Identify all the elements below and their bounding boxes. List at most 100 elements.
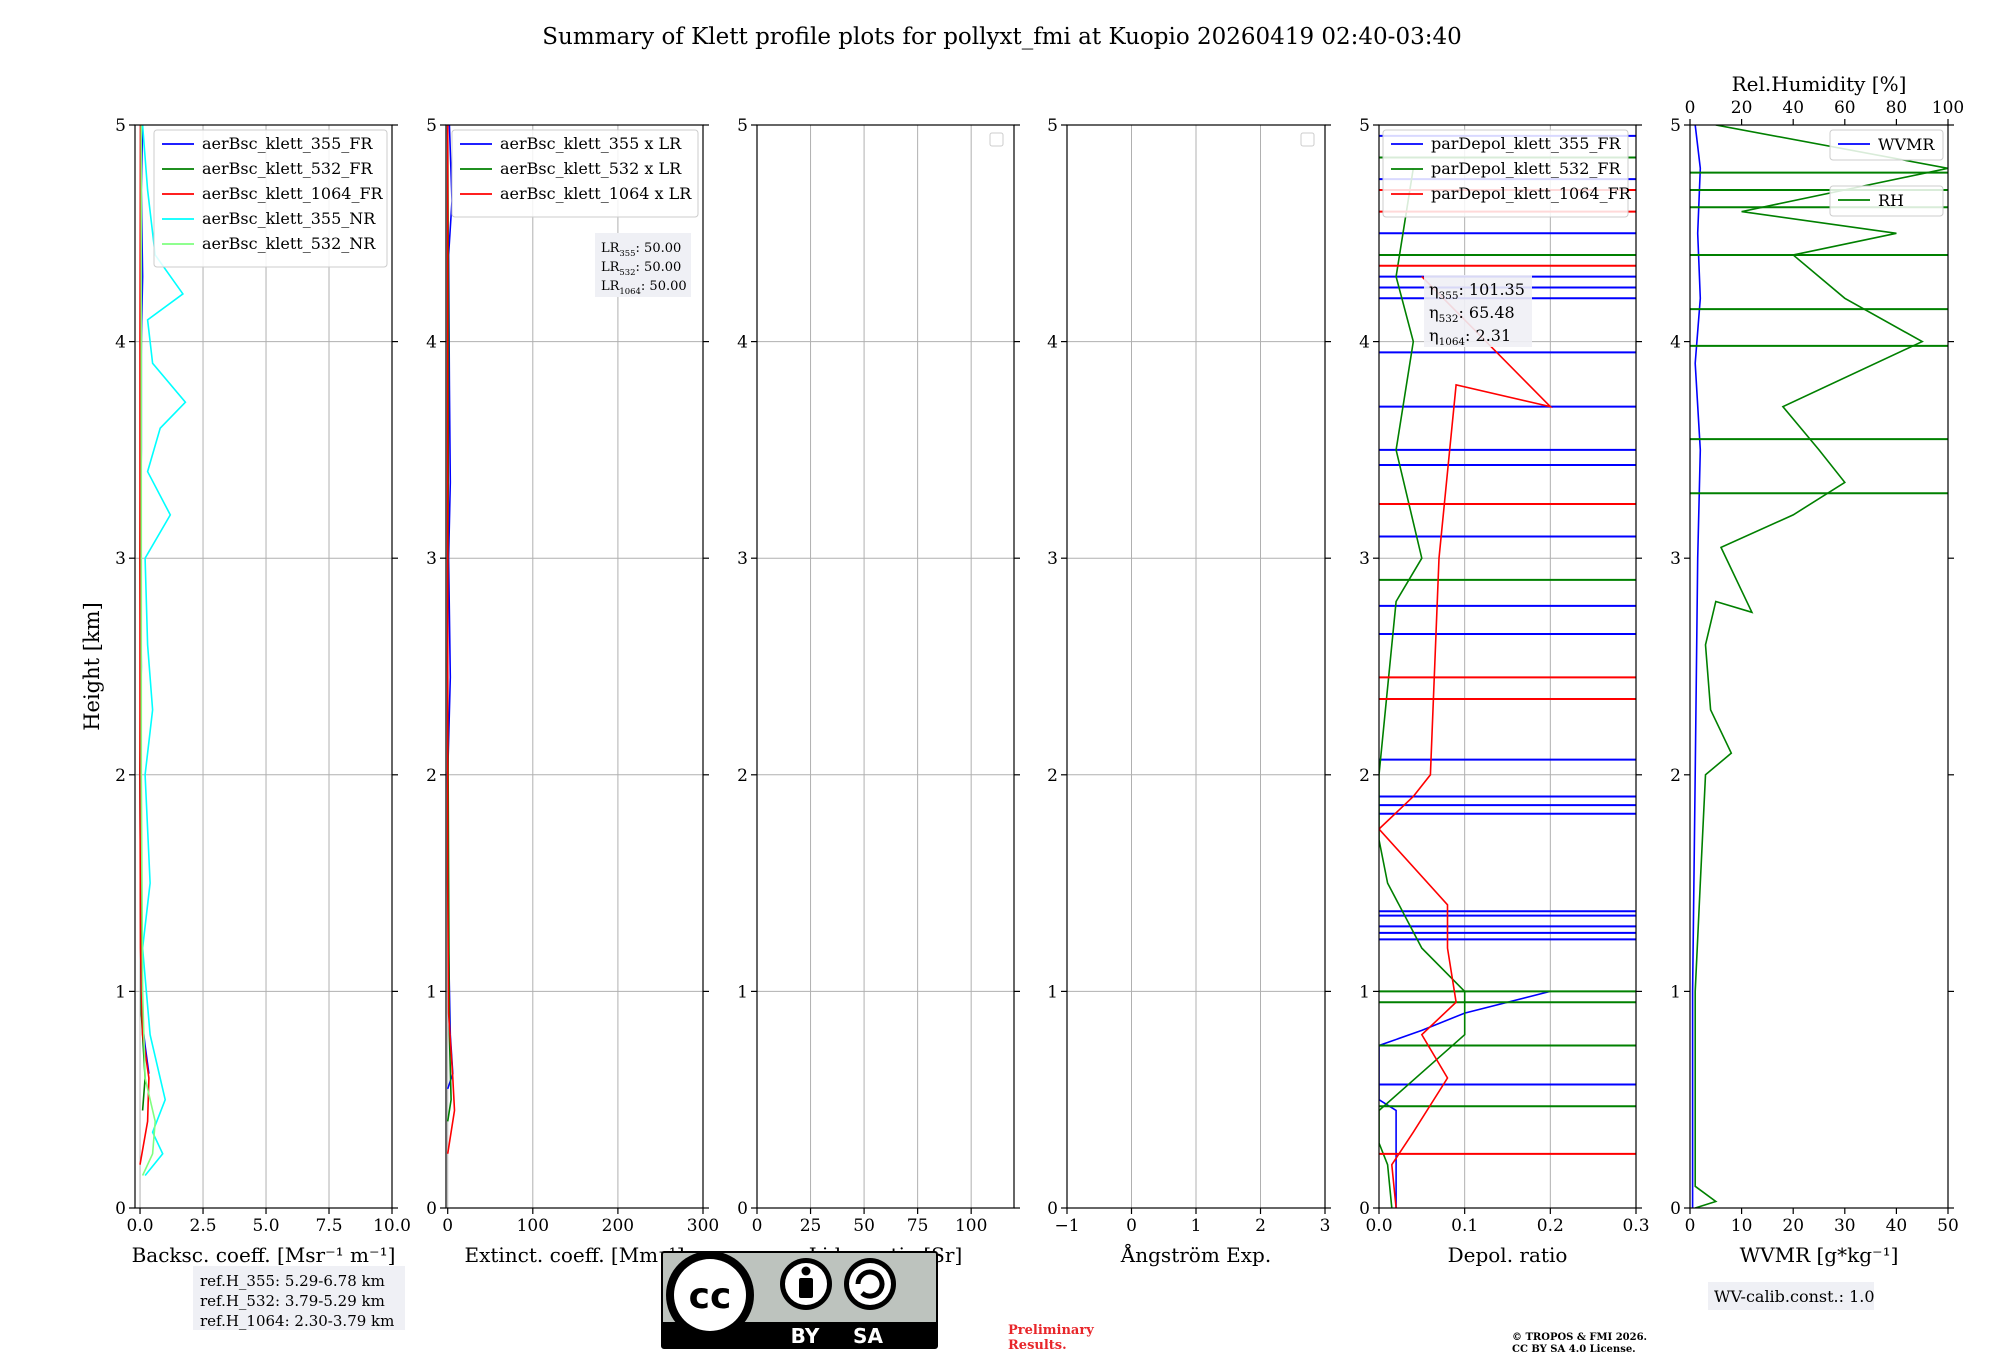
legend-label-bsc: aerBsc_klett_355_NR bbox=[202, 209, 376, 228]
x-axis-label-ext: Extinct. coeff. [Mm⁻¹] bbox=[464, 1243, 684, 1267]
ytick-label-bsc: 1 bbox=[115, 982, 126, 1002]
series-ext-2 bbox=[446, 125, 456, 1154]
copyright-line1: © TROPOS & FMI 2026. bbox=[1512, 1332, 1647, 1343]
ytick-label-wv: 1 bbox=[1670, 982, 1681, 1002]
ytick-label-ext: 1 bbox=[426, 982, 437, 1002]
xtick-label-lr: 50 bbox=[853, 1216, 875, 1236]
ytick-label-lr: 5 bbox=[737, 116, 748, 136]
ytick-label-ang: 1 bbox=[1047, 982, 1058, 1002]
ytick-label-lr: 3 bbox=[737, 549, 748, 569]
ytick-label-wv: 5 bbox=[1670, 116, 1681, 136]
xtick-label-wv: 20 bbox=[1782, 1216, 1804, 1236]
legend-box-wv bbox=[1829, 129, 1944, 161]
ytick-label-ext: 3 bbox=[426, 549, 437, 569]
ytick-label-dep: 1 bbox=[1359, 982, 1370, 1002]
ytick-label-lr: 4 bbox=[737, 333, 748, 353]
ytick-label-lr: 0 bbox=[737, 1199, 748, 1219]
series-bsc-3 bbox=[141, 125, 187, 1177]
top-xtick-label-wv: 0 bbox=[1685, 98, 1696, 118]
preliminary-text-line1: Preliminary bbox=[1008, 1323, 1094, 1338]
legend-label-bsc: aerBsc_klett_532_FR bbox=[202, 159, 373, 178]
preliminary-text-line2: Results. bbox=[1008, 1338, 1067, 1353]
sa-icon-arrow bbox=[855, 1269, 885, 1299]
ytick-label-bsc: 5 bbox=[115, 116, 126, 136]
ytick-label-wv: 4 bbox=[1670, 333, 1681, 353]
legend-label-dep: parDepol_klett_355_FR bbox=[1431, 134, 1622, 153]
top-xtick-label-wv: 40 bbox=[1782, 98, 1804, 118]
xtick-label-bsc: 10.0 bbox=[373, 1216, 411, 1236]
series-group-ext bbox=[446, 125, 456, 1154]
legend-label-ext: aerBsc_klett_532 x LR bbox=[500, 159, 682, 178]
ytick-label-wv: 3 bbox=[1670, 549, 1681, 569]
series-group-bsc bbox=[139, 125, 187, 1177]
xtick-label-ext: 100 bbox=[517, 1216, 549, 1236]
series-dep-1 bbox=[1379, 168, 1466, 1208]
top-xtick-label-wv: 80 bbox=[1886, 98, 1908, 118]
xtick-label-ang: 1 bbox=[1191, 1216, 1202, 1236]
x-axis-label-bsc: Backsc. coeff. [Msr⁻¹ m⁻¹] bbox=[132, 1243, 396, 1267]
xtick-label-ang: 3 bbox=[1320, 1216, 1331, 1236]
lr-annotation-line: LR355: 50.00 bbox=[601, 241, 681, 258]
axes-frame-wv bbox=[1689, 124, 1949, 1209]
x-axis-label-dep: Depol. ratio bbox=[1448, 1243, 1568, 1267]
xtick-label-lr: 0 bbox=[752, 1216, 763, 1236]
xtick-label-wv: 30 bbox=[1834, 1216, 1856, 1236]
legend-label-bsc: aerBsc_klett_532_NR bbox=[202, 234, 376, 253]
cc-logo-circle bbox=[674, 1259, 746, 1331]
wv-calib-box: WV-calib.const.: 1.0 bbox=[1708, 1282, 1875, 1310]
xtick-label-bsc: 7.5 bbox=[315, 1216, 342, 1236]
xtick-label-dep: 0.3 bbox=[1622, 1216, 1649, 1236]
eta-annotation-line: η532: 65.48 bbox=[1429, 303, 1515, 325]
axes-frame-dep bbox=[1378, 124, 1637, 1209]
xtick-label-ang: −1 bbox=[1054, 1216, 1079, 1236]
ref-height-1064: ref.H_1064: 2.30-3.79 km bbox=[200, 1312, 394, 1330]
series-wv-0 bbox=[1691, 125, 1702, 1208]
xtick-label-ang: 0 bbox=[1126, 1216, 1137, 1236]
x-axis-label-wv: WVMR [g*kg⁻¹] bbox=[1740, 1243, 1899, 1267]
ytick-label-dep: 3 bbox=[1359, 549, 1370, 569]
series-bsc-4 bbox=[140, 125, 157, 1176]
ytick-label-bsc: 2 bbox=[115, 766, 126, 786]
sa-icon-inner bbox=[849, 1263, 891, 1305]
sa-label: SA bbox=[853, 1324, 883, 1348]
ytick-label-bsc: 4 bbox=[115, 333, 126, 353]
by-label: BY bbox=[791, 1324, 820, 1348]
wv-calib-text: WV-calib.const.: 1.0 bbox=[1714, 1287, 1875, 1306]
lr-annotation-line: LR1064: 50.00 bbox=[601, 279, 687, 296]
xtick-label-lr: 25 bbox=[800, 1216, 822, 1236]
xtick-label-dep: 0.2 bbox=[1537, 1216, 1564, 1236]
xtick-label-dep: 0.1 bbox=[1451, 1216, 1478, 1236]
ytick-label-ang: 5 bbox=[1047, 116, 1058, 136]
ytick-label-dep: 2 bbox=[1359, 766, 1370, 786]
by-icon-body bbox=[799, 1278, 813, 1298]
ytick-label-ang: 4 bbox=[1047, 333, 1058, 353]
legend-label-bsc: aerBsc_klett_355_FR bbox=[202, 134, 373, 153]
figure-title: Summary of Klett profile plots for polly… bbox=[542, 24, 1461, 50]
top-xtick-label-wv: 100 bbox=[1932, 98, 1964, 118]
legend-box-dep bbox=[1382, 129, 1629, 218]
eta-annotation-line: η1064: 2.31 bbox=[1429, 326, 1511, 348]
ytick-label-bsc: 0 bbox=[115, 1199, 126, 1219]
axes-frame-lr bbox=[756, 124, 1015, 1209]
xtick-label-wv: 40 bbox=[1886, 1216, 1908, 1236]
ytick-label-dep: 4 bbox=[1359, 333, 1370, 353]
legend-label-wv: WVMR bbox=[1878, 135, 1935, 154]
series-ext-1 bbox=[446, 125, 452, 1122]
panel-lr: 0123450255075100Lidar ratio [Sr] bbox=[737, 116, 1020, 1267]
ytick-label-wv: 0 bbox=[1670, 1199, 1681, 1219]
xtick-label-ext: 300 bbox=[687, 1216, 719, 1236]
top-xtick-label-wv: 60 bbox=[1834, 98, 1856, 118]
x-axis-label-ang: Ångström Exp. bbox=[1120, 1242, 1271, 1267]
series-bsc-2 bbox=[139, 125, 150, 1165]
ytick-label-dep: 5 bbox=[1359, 116, 1370, 136]
wv-calib-box-bg bbox=[1708, 1282, 1874, 1310]
ytick-label-ang: 2 bbox=[1047, 766, 1058, 786]
copyright-line2: CC BY SA 4.0 License. bbox=[1512, 1344, 1636, 1355]
ytick-label-lr: 2 bbox=[737, 766, 748, 786]
ytick-label-ang: 3 bbox=[1047, 549, 1058, 569]
cc-logo-text: cc bbox=[689, 1276, 732, 1317]
series-dep-2 bbox=[1379, 276, 1553, 1208]
legend-label-ext: aerBsc_klett_355 x LR bbox=[500, 134, 682, 153]
